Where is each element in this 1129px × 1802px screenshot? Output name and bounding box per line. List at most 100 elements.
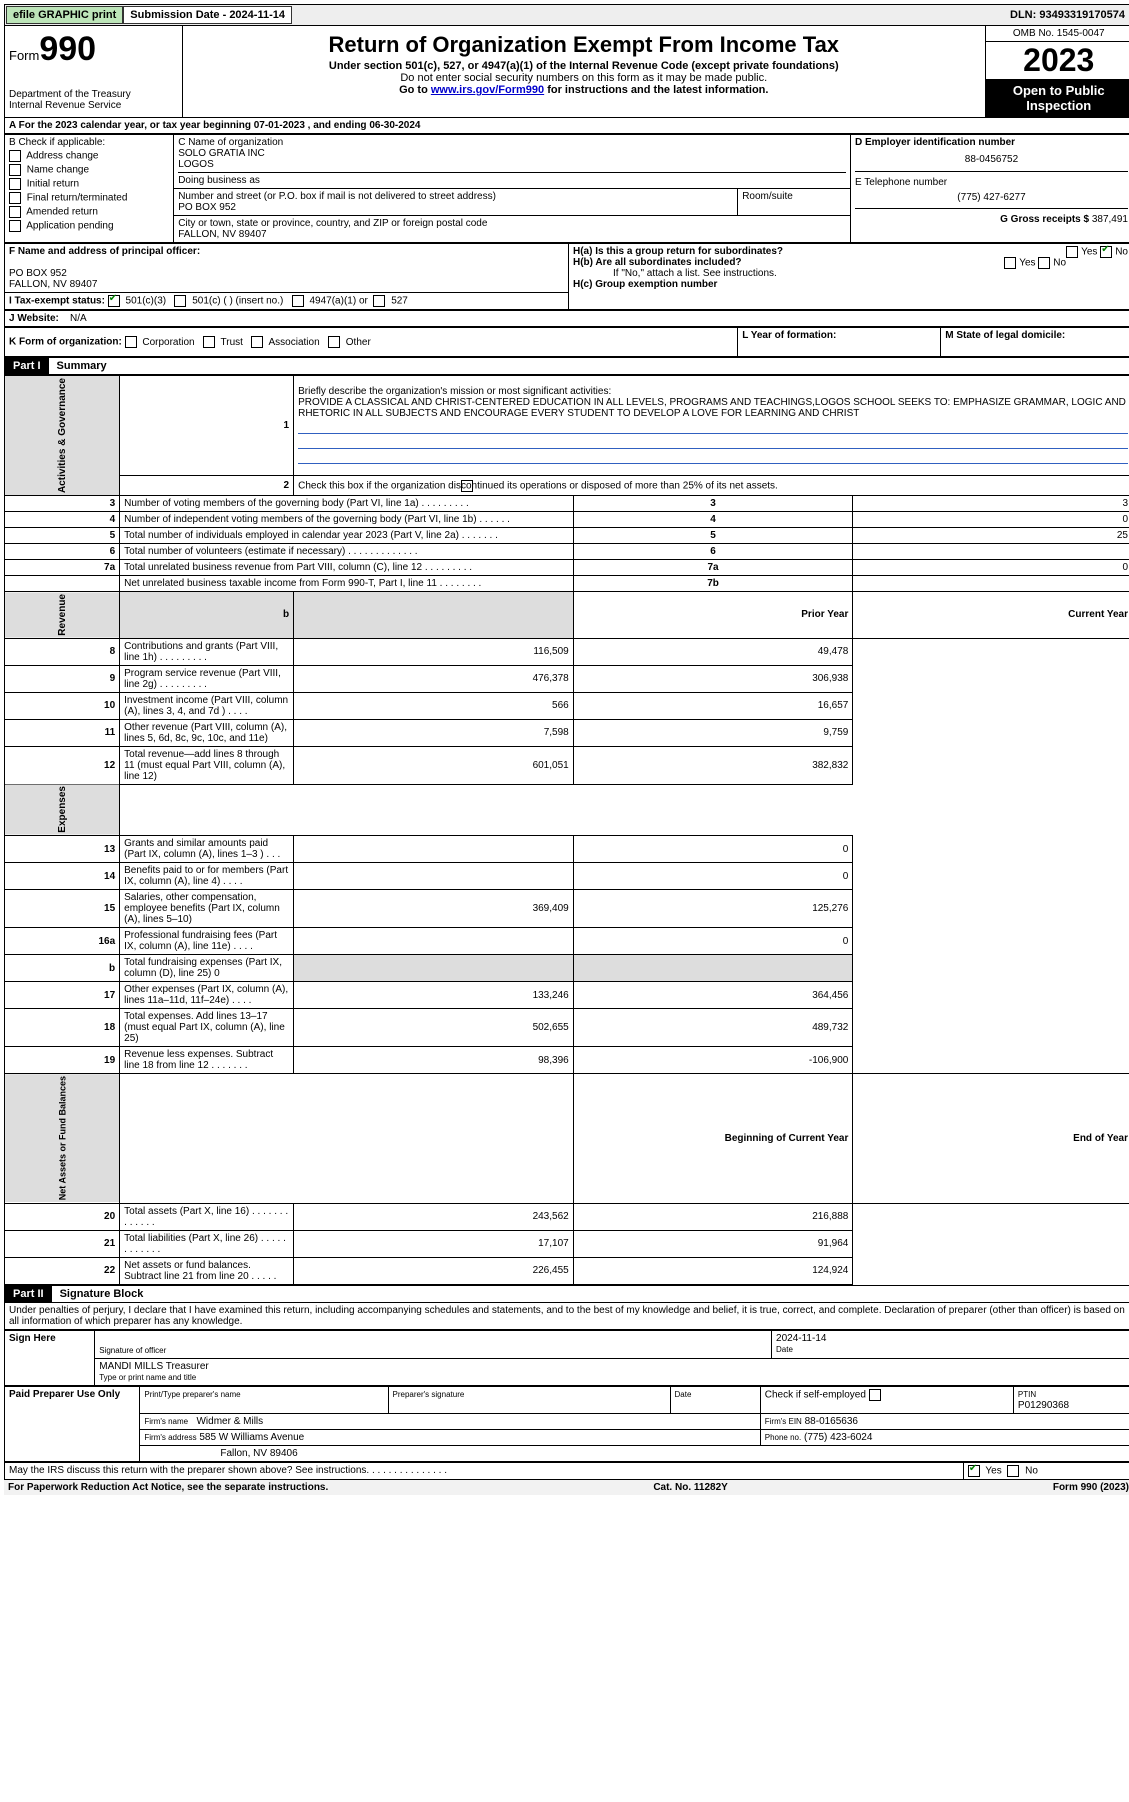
footer-right: Form 990 (2023): [1053, 1482, 1129, 1493]
instructions-link-row: Go to www.irs.gov/Form990 for instructio…: [187, 84, 980, 96]
ein-value: 88-0456752: [855, 154, 1128, 165]
room-suite-label: Room/suite: [738, 189, 851, 216]
footer-mid: Cat. No. 11282Y: [653, 1482, 727, 1493]
perjury-text: Under penalties of perjury, I declare th…: [4, 1303, 1129, 1330]
box-b-item[interactable]: Initial return: [9, 178, 169, 190]
table-row: 8Contributions and grants (Part VIII, li…: [5, 638, 1129, 665]
hc-label: H(c) Group exemption number: [573, 279, 717, 290]
box-b-label: B Check if applicable:: [9, 137, 169, 148]
ssn-note: Do not enter social security numbers on …: [187, 72, 980, 84]
line1-label: Briefly describe the organization's miss…: [298, 386, 611, 397]
form-number: Form990: [9, 30, 178, 69]
ha-label: H(a) Is this a group return for subordin…: [573, 246, 783, 257]
part2-title: Signature Block: [52, 1288, 144, 1300]
officer-group-table: F Name and address of principal officer:…: [4, 243, 1129, 310]
table-row: 10Investment income (Part VIII, column (…: [5, 692, 1129, 719]
org-name-2: LOGOS: [178, 159, 846, 170]
footer-left: For Paperwork Reduction Act Notice, see …: [8, 1482, 328, 1493]
table-row: 7aTotal unrelated business revenue from …: [5, 560, 1129, 576]
discuss-text: May the IRS discuss this return with the…: [9, 1465, 447, 1476]
box-k-item[interactable]: Association: [249, 337, 326, 348]
table-row: 22Net assets or fund balances. Subtract …: [5, 1257, 1129, 1284]
tax-year: 2023: [986, 42, 1129, 79]
box-b-item[interactable]: Name change: [9, 164, 169, 176]
current-year-header: Current Year: [853, 592, 1129, 639]
table-row: 18Total expenses. Add lines 13–17 (must …: [5, 1009, 1129, 1047]
discuss-no[interactable]: [1007, 1465, 1019, 1477]
table-row: bTotal fundraising expenses (Part IX, co…: [5, 955, 1129, 982]
box-b-item[interactable]: Amended return: [9, 206, 169, 218]
part1-title: Summary: [49, 360, 107, 372]
box-c-label: C Name of organization: [178, 137, 846, 148]
box-b-item[interactable]: Final return/terminated: [9, 192, 169, 204]
tab-revenue: Revenue: [5, 592, 120, 639]
box-k-item[interactable]: Corporation: [125, 337, 201, 348]
officer-addr1: PO BOX 952: [9, 268, 67, 279]
dept-treasury: Department of the Treasury: [9, 89, 178, 100]
hb-label: H(b) Are all subordinates included?: [573, 257, 742, 268]
box-j-label: J Website:: [9, 313, 59, 324]
omb-number: OMB No. 1545-0047: [986, 26, 1129, 42]
box-l-label: L Year of formation:: [742, 330, 836, 341]
submission-date: Submission Date - 2024-11-14: [123, 6, 292, 24]
phone-value: (775) 427-6277: [855, 192, 1128, 203]
tab-expenses: Expenses: [5, 784, 120, 836]
eoy-header: End of Year: [853, 1074, 1129, 1203]
tab-activities: Activities & Governance: [5, 376, 120, 496]
gross-receipts: 387,491: [1092, 214, 1128, 225]
part1-header-row: Part I Summary: [4, 357, 1129, 375]
table-row: 11Other revenue (Part VIII, column (A), …: [5, 719, 1129, 746]
mission-text: PROVIDE A CLASSICAL AND CHRIST-CENTERED …: [298, 397, 1126, 419]
box-b-item[interactable]: Application pending: [9, 220, 169, 232]
table-row: 6Total number of volunteers (estimate if…: [5, 544, 1129, 560]
table-row: 21Total liabilities (Part X, line 26) . …: [5, 1230, 1129, 1257]
table-row: 9Program service revenue (Part VIII, lin…: [5, 665, 1129, 692]
501c3-checkbox[interactable]: [108, 295, 120, 307]
part2-header-row: Part II Signature Block: [4, 1285, 1129, 1303]
box-k-item[interactable]: Other: [325, 337, 376, 348]
top-bar: efile GRAPHIC print Submission Date - 20…: [4, 4, 1129, 26]
table-row: 16aProfessional fundraising fees (Part I…: [5, 928, 1129, 955]
box-m-label: M State of legal domicile:: [945, 330, 1065, 341]
box-g-label: G Gross receipts $: [1000, 214, 1089, 225]
signature-table: Sign Here Signature of officer 2024-11-1…: [4, 1330, 1129, 1386]
table-row: 19Revenue less expenses. Subtract line 1…: [5, 1047, 1129, 1074]
efile-print-button[interactable]: efile GRAPHIC print: [6, 6, 123, 24]
instructions-link[interactable]: www.irs.gov/Form990: [431, 84, 544, 96]
footer: For Paperwork Reduction Act Notice, see …: [4, 1480, 1129, 1495]
table-row: 12Total revenue—add lines 8 through 11 (…: [5, 746, 1129, 784]
addr-label: Number and street (or P.O. box if mail i…: [178, 191, 496, 202]
discuss-yes[interactable]: [968, 1465, 980, 1477]
summary-table: Activities & Governance 1 Briefly descri…: [4, 375, 1129, 1285]
box-k-item[interactable]: Trust: [200, 337, 248, 348]
dba-label: Doing business as: [178, 175, 846, 186]
box-k-label: K Form of organization:: [9, 337, 122, 348]
table-row: 14Benefits paid to or for members (Part …: [5, 863, 1129, 890]
org-name-1: SOLO GRATIA INC: [178, 148, 846, 159]
hb-note: If "No," attach a list. See instructions…: [573, 268, 1128, 279]
klm-row: K Form of organization: Corporation Trus…: [4, 327, 1129, 357]
sign-here-label: Sign Here: [5, 1330, 95, 1385]
dln: DLN: 93493319170574: [1004, 7, 1129, 23]
paid-preparer-label: Paid Preparer Use Only: [5, 1386, 140, 1461]
table-row: Net unrelated business taxable income fr…: [5, 576, 1129, 592]
city-label: City or town, state or province, country…: [178, 218, 487, 229]
table-row: 3Number of voting members of the governi…: [5, 496, 1129, 512]
box-d-label: D Employer identification number: [855, 137, 1015, 148]
box-e-label: E Telephone number: [855, 177, 1128, 188]
bcy-header: Beginning of Current Year: [573, 1074, 853, 1203]
table-row: 20Total assets (Part X, line 16) . . . .…: [5, 1203, 1129, 1230]
table-row: 13Grants and similar amounts paid (Part …: [5, 836, 1129, 863]
box-b-item[interactable]: Address change: [9, 150, 169, 162]
form-subtitle: Under section 501(c), 527, or 4947(a)(1)…: [187, 60, 980, 72]
form-title: Return of Organization Exempt From Incom…: [187, 32, 980, 58]
box-f-label: F Name and address of principal officer:: [9, 246, 200, 257]
box-i-label: I Tax-exempt status:: [9, 296, 105, 307]
website-value: N/A: [70, 313, 87, 324]
open-public-badge: Open to Public Inspection: [986, 79, 1129, 117]
table-row: 15Salaries, other compensation, employee…: [5, 890, 1129, 928]
table-row: 17Other expenses (Part IX, column (A), l…: [5, 982, 1129, 1009]
part2-badge: Part II: [5, 1286, 52, 1302]
table-row: 4Number of independent voting members of…: [5, 512, 1129, 528]
table-row: 5Total number of individuals employed in…: [5, 528, 1129, 544]
